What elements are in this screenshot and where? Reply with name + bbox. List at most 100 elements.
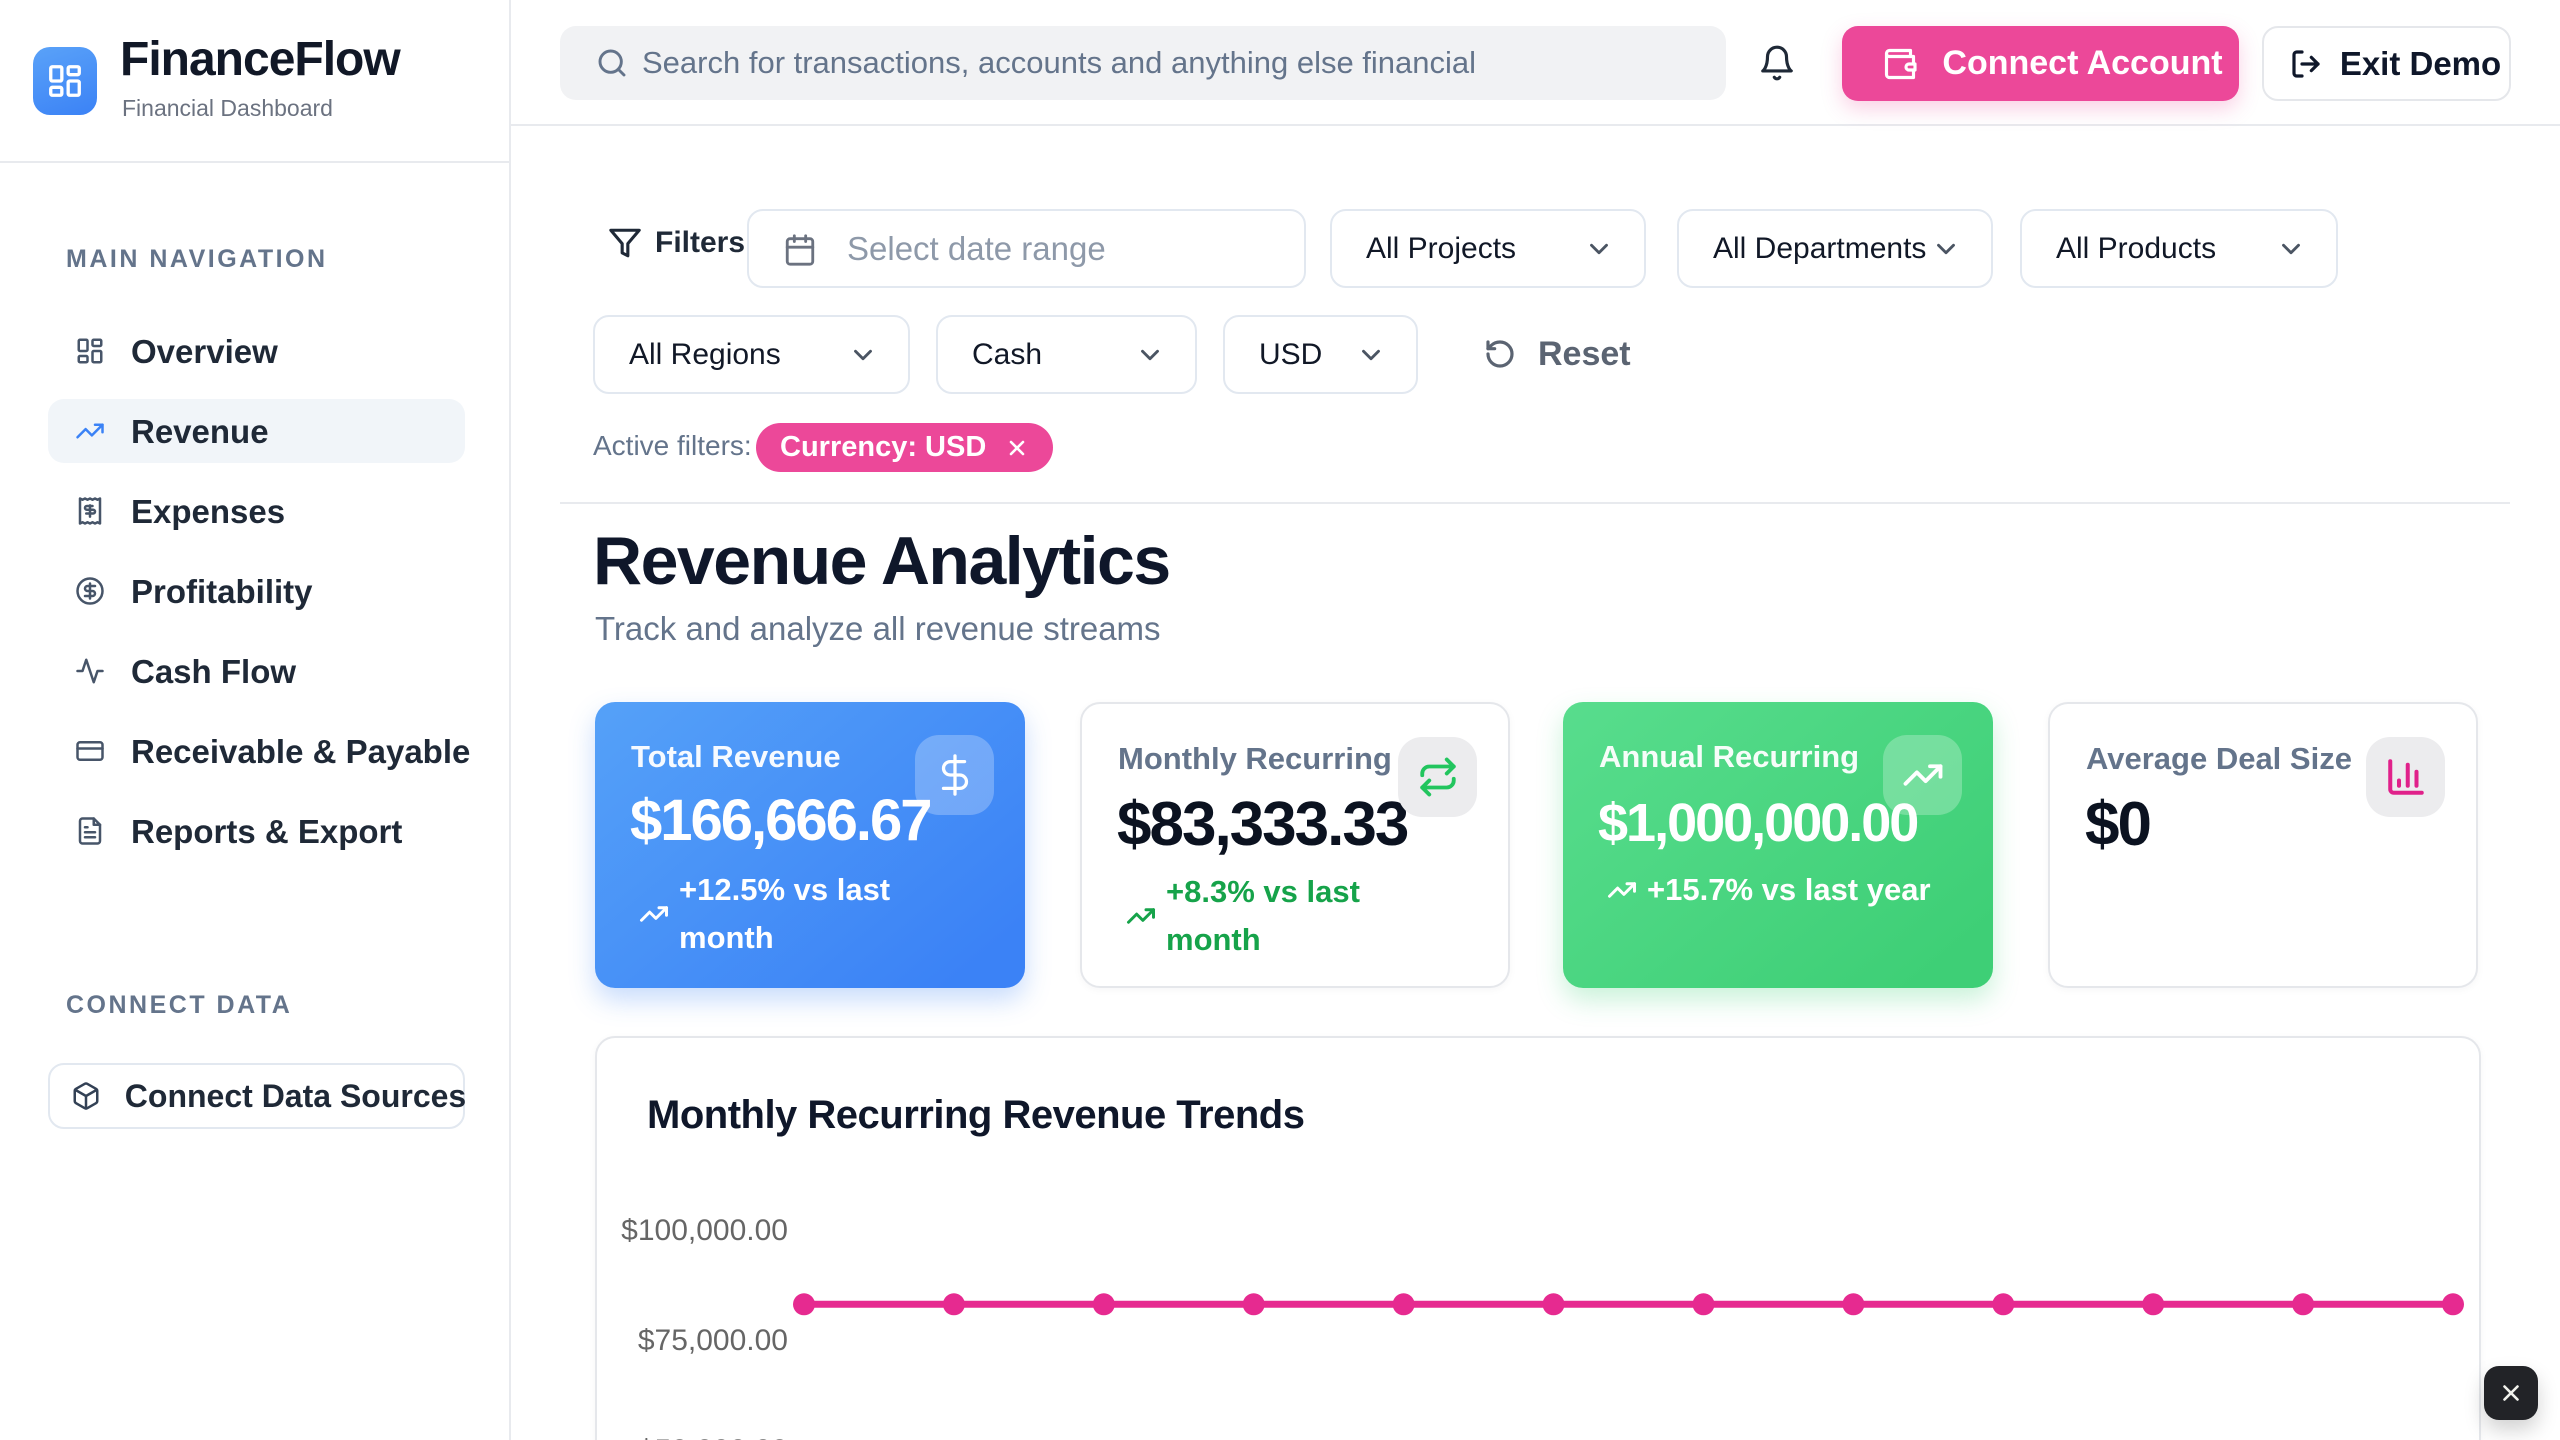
sidebar-item-label: Revenue: [131, 412, 269, 450]
sidebar-item-cash-flow[interactable]: Cash Flow: [48, 639, 465, 703]
stat-value: $83,333.33: [1117, 790, 1409, 859]
sidebar-item-label: Expenses: [131, 492, 286, 530]
sidebar: FinanceFlow Financial Dashboard MAIN NAV…: [0, 0, 511, 1440]
app-tagline: Financial Dashboard: [122, 95, 333, 121]
y-axis-tick: $50,000.00: [597, 1436, 788, 1440]
stat-card-average-deal-size: Average Deal Size $0: [2048, 702, 2478, 988]
sidebar-header: FinanceFlow Financial Dashboard: [0, 0, 509, 163]
layout-dashboard-icon: [49, 65, 81, 97]
stat-value: $1,000,000.00: [1598, 793, 1919, 853]
close-icon[interactable]: [1005, 436, 1029, 460]
receipt-icon: [75, 496, 105, 526]
stat-label: Average Deal Size: [2086, 741, 2352, 776]
connect-data-sources-button[interactable]: Connect Data Sources: [48, 1063, 467, 1129]
file-text-icon: [75, 816, 105, 846]
sidebar-item-revenue[interactable]: Revenue: [48, 399, 465, 463]
close-icon: [2503, 1385, 2519, 1401]
y-axis-tick: $100,000.00: [621, 1214, 788, 1247]
departments-select[interactable]: All Departments: [1677, 209, 1993, 288]
search-icon: [596, 47, 628, 79]
exit-demo-button[interactable]: Exit Demo: [2262, 26, 2511, 101]
sidebar-item-label: Overview: [131, 332, 278, 370]
sidebar-item-label: Reports & Export: [131, 812, 403, 850]
chevron-down-icon: [1135, 340, 1165, 370]
wallet-icon: [1882, 46, 1918, 82]
sidebar-item-label: Receivable & Payable: [131, 732, 471, 770]
regions-select[interactable]: All Regions: [593, 315, 910, 394]
chevron-down-icon: [1584, 234, 1614, 264]
active-filter-chip-label: Currency: USD: [780, 431, 987, 463]
rotate-ccw-icon: [1484, 338, 1516, 370]
y-axis-tick: $75,000.00: [637, 1324, 788, 1357]
sidebar-item-reports-export[interactable]: Reports & Export: [48, 799, 465, 863]
notifications-button[interactable]: [1758, 43, 1798, 83]
topbar: Connect Account Exit Demo: [511, 0, 2560, 126]
stat-trend: +12.5% vs last month: [629, 866, 945, 962]
sidebar-item-profitability[interactable]: Profitability: [48, 559, 465, 623]
stat-trend: +15.7% vs last year: [1597, 866, 1967, 914]
trending-up-icon: [75, 416, 105, 446]
trending-up-icon: [639, 899, 669, 929]
products-select[interactable]: All Products: [2020, 209, 2338, 288]
projects-select[interactable]: All Projects: [1330, 209, 1646, 288]
stat-label: Annual Recurring: [1599, 739, 1860, 774]
repeat-icon: [1398, 737, 1477, 817]
layout-dashboard-icon: [75, 336, 105, 366]
stat-value: $166,666.67: [630, 788, 933, 853]
active-filter-chip-currency[interactable]: Currency: USD: [756, 423, 1054, 472]
stat-card-annual-recurring: Annual Recurring $1,000,000.00 +15.7% vs…: [1563, 702, 1993, 988]
sidebar-item-receivable-payable[interactable]: Receivable & Payable: [48, 719, 470, 783]
trending-up-icon: [1607, 875, 1637, 905]
sidebar-item-label: Cash Flow: [131, 652, 297, 690]
mrr-line-chart: [793, 1293, 2464, 1316]
nav-section-label: MAIN NAVIGATION: [66, 245, 328, 273]
bell-icon: [1761, 45, 1793, 81]
sidebar-nav: Overview Revenue Expenses Profitability …: [48, 319, 470, 879]
chevron-down-icon: [1356, 340, 1386, 370]
stat-trend: +8.3% vs last month: [1116, 868, 1432, 964]
close-demo-button[interactable]: [2484, 1366, 2538, 1420]
box-icon: [71, 1081, 101, 1111]
chevron-down-icon: [848, 340, 878, 370]
chart-title: Monthly Recurring Revenue Trends: [647, 1093, 1305, 1137]
connect-account-button[interactable]: Connect Account: [1842, 26, 2239, 101]
dollar-icon: [915, 735, 994, 815]
currency-select[interactable]: USD: [1223, 315, 1418, 394]
reset-label: Reset: [1538, 334, 1631, 373]
stat-label: Total Revenue: [631, 739, 841, 774]
app-name: FinanceFlow: [120, 33, 401, 86]
mrr-trends-chart-card: Monthly Recurring Revenue Trends $100,00…: [595, 1036, 2481, 1440]
filters-label: Filters: [595, 226, 745, 260]
log-out-icon: [2290, 48, 2322, 80]
date-range-picker: [747, 209, 1306, 288]
connect-account-label: Connect Account: [1942, 44, 2223, 82]
accounting-basis-select[interactable]: Cash: [936, 315, 1197, 394]
connect-section-label: CONNECT DATA: [66, 991, 293, 1019]
page-subtitle: Track and analyze all revenue streams: [595, 610, 1161, 647]
chevron-down-icon: [2276, 234, 2306, 264]
stat-card-monthly-recurring: Monthly Recurring $83,333.33 +8.3% vs la…: [1080, 702, 1510, 988]
circle-dollar-icon: [75, 576, 105, 606]
main-content: Connect Account Exit Demo Filters All Pr…: [511, 0, 2560, 1440]
calendar-icon: [783, 233, 817, 267]
trending-up-icon: [1883, 735, 1962, 815]
page-title: Revenue Analytics: [593, 523, 1171, 599]
bar-chart-icon: [2366, 737, 2445, 817]
search-input[interactable]: [642, 26, 1702, 100]
date-range-input[interactable]: [847, 211, 1287, 286]
active-filters-label: Active filters:: [593, 430, 752, 461]
sidebar-item-overview[interactable]: Overview: [48, 319, 465, 383]
filter-funnel-icon: [608, 226, 642, 260]
trending-up-icon: [1126, 901, 1156, 931]
credit-card-icon: [75, 736, 105, 766]
activity-icon: [75, 656, 105, 686]
connect-data-sources-label: Connect Data Sources: [124, 1077, 467, 1114]
stat-card-total-revenue: Total Revenue $166,666.67 +12.5% vs last…: [595, 702, 1025, 988]
reset-filters-button[interactable]: Reset: [1462, 326, 1631, 382]
filters-divider: [560, 502, 2510, 504]
app-logo: [33, 47, 97, 115]
chevron-down-icon: [1931, 234, 1961, 264]
sidebar-item-label: Profitability: [131, 572, 313, 610]
stat-value: $0: [2085, 790, 2152, 859]
sidebar-item-expenses[interactable]: Expenses: [48, 479, 465, 543]
